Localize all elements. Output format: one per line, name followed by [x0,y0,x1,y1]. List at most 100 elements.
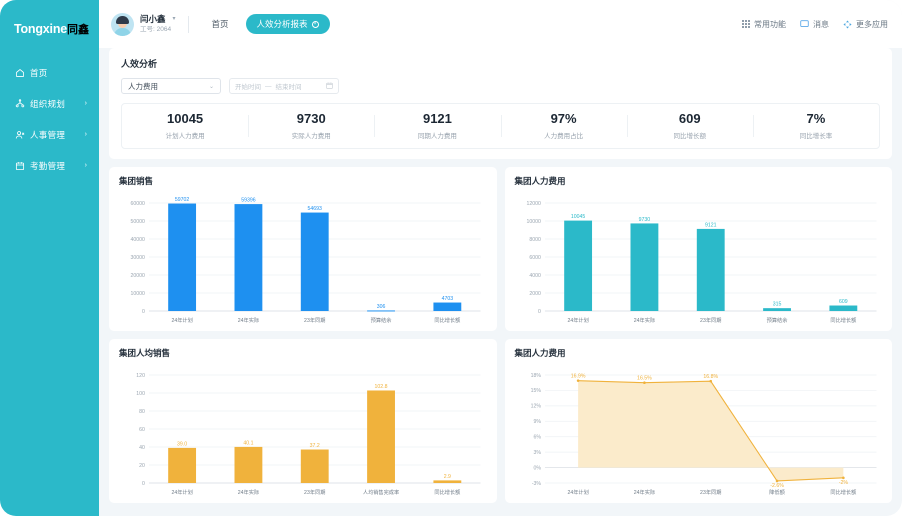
chart-bar-value-label: 9730 [638,217,650,223]
y-axis-tick-label: 60 [139,427,145,433]
chevron-right-icon: › [84,162,87,169]
kpi-label: 计划人力费用 [165,132,205,140]
common-functions-label: 常用功能 [754,19,786,29]
chevron-down-icon: ⌄ [208,83,214,90]
more-apps-button[interactable]: 更多应用 [843,19,888,30]
home-icon [14,67,25,78]
date-range-input[interactable]: 开始时间 — 结束时间 [229,78,339,94]
more-apps-label: 更多应用 [856,19,888,29]
user-name-row: 闫小鑫 ▾ [140,14,176,25]
y-axis-tick-label: 3% [533,450,541,456]
x-axis-category-label: 24年计划 [171,316,192,324]
chart-svg: 120 100 80 60 40 20 0 39.0 40.1 37.2 102.8 2.9 24年计划… [136,373,481,496]
x-axis-category-label: 23年同期 [304,488,325,496]
y-axis-tick-label: 50000 [131,219,146,225]
x-axis-category-label: 24年实际 [238,316,259,324]
chevron-down-icon[interactable]: ▾ [172,15,176,22]
x-axis-category-label: 降低额 [769,488,785,496]
chart-point-value-label: -2.6% [770,483,784,489]
plus-icon [843,19,852,29]
chart-data-point [775,479,778,483]
avatar[interactable] [111,12,134,36]
page-title: 人效分析 [121,59,158,69]
y-axis-tick-label: 15% [530,388,541,394]
x-axis-category-label: 人均销售完成率 [363,488,399,496]
content-area: 人效分析 人力费用 ⌄ 开始时间 — 结束时间 [99,48,902,516]
calendar-icon [14,160,25,171]
chart-bar [168,447,197,483]
sidebar-item-home[interactable]: 首页 [0,57,99,88]
x-axis-category-label: 23年同期 [700,488,721,496]
chart-grid: 集团销售 60000 50000 40000 30000 20000 10000 0 5970… [109,167,892,503]
kpi-label: 同期人力费用 [417,132,457,140]
kpi-label: 同比增长率 [799,132,833,140]
calendar-icon[interactable] [326,82,333,91]
y-axis-tick-label: 80 [139,409,145,415]
sidebar-item-org-planning[interactable]: 组织规划 › [0,88,99,119]
analysis-panel: 人效分析 人力费用 ⌄ 开始时间 — 结束时间 [109,48,892,159]
y-axis-tick-label: 40000 [131,237,146,243]
messages-button[interactable]: 消息 [800,19,829,30]
x-axis-category-label: 同比增长额 [830,488,857,496]
sidebar-item-attendance-management[interactable]: 考勤管理 › [0,150,99,181]
chart-bar [367,390,395,483]
common-functions-button[interactable]: 常用功能 [742,19,786,30]
chart-bar [168,203,197,311]
y-axis-tick-label: 10000 [131,291,146,297]
chart-bar-value-label: 102.8 [375,384,388,390]
x-axis-category-label: 24年实际 [238,488,259,496]
tab-workforce-analysis-report[interactable]: 人效分析报表 × [245,14,330,34]
x-axis-category-label: 24年计划 [567,316,588,324]
x-axis-category-label: 24年实际 [633,488,654,496]
y-axis-tick-label: 0 [538,309,541,315]
user-employee-id: 工号: 2064 [140,25,172,33]
y-axis-tick-label: 20000 [131,273,146,279]
close-icon[interactable]: × [311,20,319,28]
chart-plot-area[interactable]: 120 100 80 60 40 20 0 39.0 40.1 37.2 102.8 2.9 24年计划… [119,365,487,497]
chart-svg: 12000 10000 8000 6000 4000 2000 0 10045 9730 9121… [526,201,877,324]
sidebar-item-label: 考勤管理 [30,160,66,171]
y-axis-tick-label: 12000 [526,201,541,207]
chart-bar [828,305,857,311]
chart-card-group-labor-cost: 集团人力费用 12000 10000 8000 6000 4000 2000 0 10045 9… [504,167,892,331]
tab-home[interactable]: 首页 [211,19,229,29]
app-logo[interactable]: Tongxine 同鑫 [0,10,99,48]
y-axis-tick-label: 4000 [529,273,541,279]
avatar-body [114,27,131,36]
y-axis-tick-label: 8000 [529,237,541,243]
chart-plot-area[interactable]: 18% 15% 12% 9% 6% 3% 0% -3% 16.9% 16.5% 16.8% -2.6%… [515,365,883,497]
y-axis-tick-label: 120 [136,373,145,379]
x-axis-category-label: 23年同期 [304,316,325,324]
end-date-placeholder[interactable]: 结束时间 [275,84,302,91]
sidebar-item-hr-management[interactable]: 人事管理 › [0,119,99,150]
metric-select[interactable]: 人力费用 ⌄ [121,78,221,94]
user-block[interactable]: 闫小鑫 ▾ 工号: 2064 [140,14,176,34]
x-axis-category-label: 24年计划 [171,488,192,496]
chart-plot-area[interactable]: 60000 50000 40000 30000 20000 10000 0 59702 5939… [119,193,487,325]
kpi-value: 7% [806,111,826,127]
kpi-labor-cost-ratio: 97% 人力费用占比 [501,111,627,140]
kpi-planned-labor-cost: 10045 计划人力费用 [122,111,248,140]
chart-bar-value-label: 54693 [308,206,323,212]
kpi-value: 9730 [296,111,326,127]
chart-point-value-label: 16.5% [637,376,652,382]
chart-title: 集团人力费用 [514,348,566,358]
chart-data-point [576,379,579,382]
chevron-right-icon: › [84,100,87,107]
messages-label: 消息 [813,19,829,29]
chart-bar-value-label: 10045 [570,214,585,220]
sidebar-item-label: 人事管理 [30,129,66,140]
kpi-label: 实际人力费用 [291,132,331,140]
x-axis-category-label: 同比增长额 [830,316,857,324]
kpi-yoy-growth-rate: 7% 同比增长率 [753,111,879,140]
start-date-placeholder[interactable]: 开始时间 [235,84,261,91]
chart-bar-value-label: 315 [772,302,781,308]
avatar-face [118,19,127,28]
chart-plot-area[interactable]: 12000 10000 8000 6000 4000 2000 0 10045 9730 9121… [515,193,883,325]
chart-point-value-label: 16.8% [703,374,718,380]
top-right-actions: 常用功能 消息 更多应用 [742,19,888,30]
chevron-right-icon: › [84,131,87,138]
chart-bar [433,302,462,311]
chart-point-value-label: -2% [838,480,848,486]
chart-card-group-sales: 集团销售 60000 50000 40000 30000 20000 10000 0 5970… [109,167,497,331]
